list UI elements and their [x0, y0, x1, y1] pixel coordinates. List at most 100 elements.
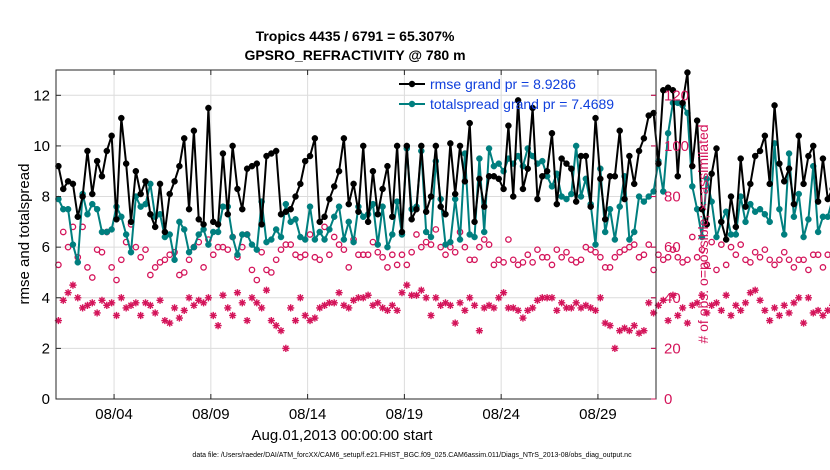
- obs-assimilated-point: [238, 299, 246, 307]
- totalspread-point: [326, 226, 333, 233]
- obs-assimilated-point: [741, 299, 750, 307]
- totalspread-point: [171, 256, 178, 264]
- obs-assimilated-point: [785, 309, 793, 317]
- obs-possible-point: [432, 226, 440, 233]
- obs-assimilated-point: [403, 281, 411, 289]
- rmse-point: [311, 135, 319, 142]
- obs-assimilated-point: [291, 316, 300, 325]
- totalspread-point: [495, 160, 502, 167]
- obs-possible-point: [84, 264, 91, 271]
- obs-assimilated-point: [543, 294, 551, 302]
- rmse-point: [185, 205, 193, 213]
- rmse-point: [718, 218, 725, 226]
- obs-assimilated-point: [582, 301, 590, 309]
- totalspread-point: [93, 205, 101, 213]
- obs-possible-point: [384, 264, 391, 271]
- x-tick-label: 08/24: [482, 406, 520, 423]
- obs-assimilated-point: [737, 306, 745, 315]
- obs-possible-point: [548, 261, 556, 269]
- obs-assimilated-point: [514, 306, 522, 315]
- rmse-point: [292, 193, 299, 200]
- rmse-point: [345, 200, 352, 208]
- obs-assimilated-point: [93, 309, 101, 317]
- obs-possible-point: [374, 248, 382, 256]
- obs-assimilated-point: [393, 306, 401, 315]
- rmse-point: [669, 86, 677, 94]
- totalspread-point: [335, 203, 343, 210]
- obs-possible-point: [369, 238, 377, 246]
- obs-assimilated-point: [529, 304, 537, 312]
- y-tick-label-left: 0: [42, 391, 50, 408]
- obs-possible-point: [490, 261, 498, 269]
- obs-possible-point: [563, 248, 570, 256]
- rmse-point: [364, 218, 372, 226]
- rmse-point: [253, 160, 261, 167]
- rmse-point: [355, 208, 362, 215]
- obs-assimilated-point: [345, 304, 353, 312]
- obs-assimilated-point: [446, 301, 454, 309]
- obs-possible-point: [326, 251, 333, 259]
- totalspread-point: [539, 157, 546, 165]
- obs-assimilated-point: [475, 327, 483, 335]
- rmse-point: [601, 216, 609, 223]
- totalspread-point: [485, 145, 493, 152]
- totalspread-point: [548, 183, 556, 190]
- obs-possible-point: [403, 261, 411, 269]
- x-tick-label: 08/04: [95, 406, 133, 423]
- rmse-point: [679, 99, 686, 107]
- rmse-point: [93, 157, 101, 165]
- rmse-point: [84, 147, 91, 155]
- obs-possible-point: [747, 258, 754, 266]
- obs-assimilated-point: [451, 319, 459, 327]
- obs-possible-point: [364, 251, 372, 259]
- rmse-point: [171, 178, 178, 185]
- obs-possible-point: [771, 261, 778, 269]
- rmse-point: [74, 213, 82, 221]
- obs-assimilated-point: [698, 291, 706, 299]
- rmse-point: [219, 150, 227, 157]
- obs-assimilated-point: [611, 344, 619, 352]
- obs-possible-point: [737, 241, 745, 248]
- obs-assimilated-point: [620, 324, 629, 332]
- obs-assimilated-point: [146, 301, 154, 309]
- rmse-point: [113, 216, 120, 223]
- rmse-point: [519, 185, 527, 193]
- rmse-point: [301, 157, 309, 165]
- rmse-point: [369, 167, 377, 175]
- totalspread-point: [756, 205, 764, 213]
- obs-assimilated-point: [799, 319, 808, 327]
- obs-possible-point: [379, 253, 386, 261]
- rmse-point: [89, 190, 96, 198]
- obs-assimilated-point: [591, 306, 600, 315]
- obs-possible-point: [703, 261, 711, 269]
- rmse-point: [142, 178, 149, 185]
- obs-possible-point: [761, 246, 769, 254]
- obs-assimilated-point: [495, 294, 503, 302]
- obs-assimilated-point: [606, 322, 614, 330]
- rmse-point: [572, 198, 580, 205]
- y-tick-label-right: 0: [664, 391, 672, 408]
- obs-possible-point: [113, 276, 120, 284]
- rmse-point: [582, 152, 590, 160]
- rmse-point: [413, 205, 420, 213]
- obs-assimilated-point: [509, 304, 517, 312]
- obs-possible-point: [413, 231, 420, 238]
- totalspread-point: [64, 205, 72, 213]
- obs-possible-point: [185, 256, 193, 264]
- obs-possible-point: [442, 251, 449, 259]
- obs-assimilated-point: [175, 314, 183, 322]
- obs-assimilated-point: [722, 291, 730, 299]
- obs-possible-point: [534, 246, 541, 254]
- obs-possible-point: [805, 266, 812, 274]
- rmse-point: [698, 205, 706, 213]
- y-tick-label-right: 20: [664, 340, 681, 357]
- obs-assimilated-point: [267, 316, 275, 325]
- obs-possible-point: [200, 264, 207, 271]
- obs-possible-point: [814, 251, 822, 259]
- obs-assimilated-point: [156, 296, 164, 304]
- totalspread-point: [476, 155, 483, 162]
- rmse-point: [137, 190, 144, 198]
- totalspread-point: [732, 231, 740, 238]
- obs-assimilated-point: [485, 301, 493, 309]
